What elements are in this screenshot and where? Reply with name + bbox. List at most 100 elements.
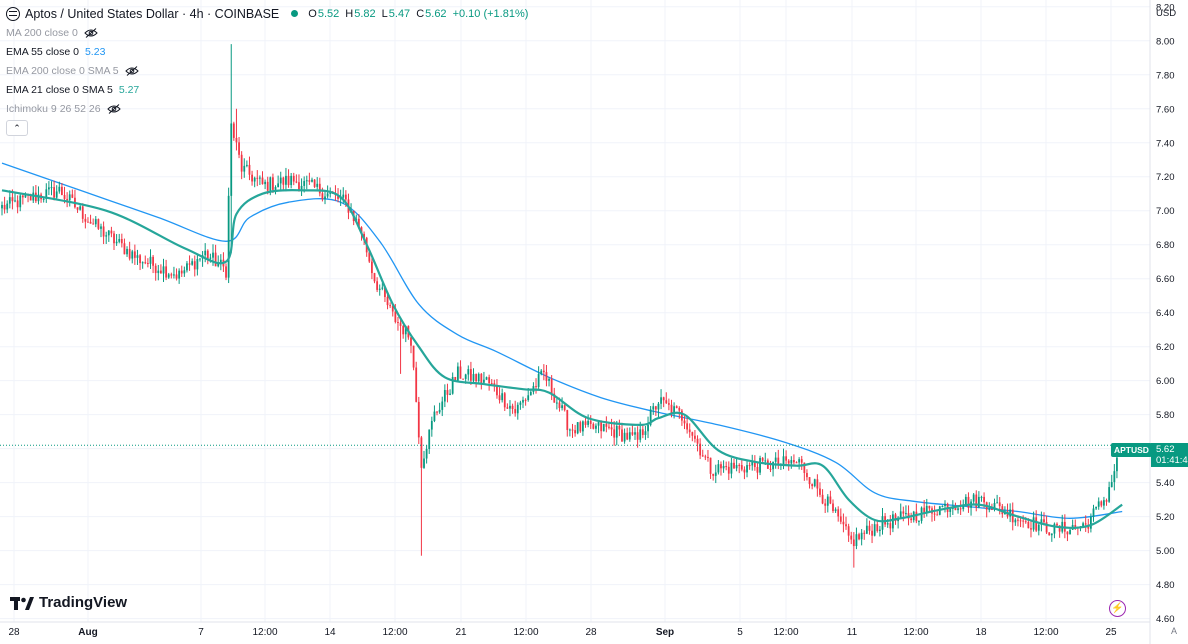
candle <box>131 249 134 264</box>
indicator-ema21[interactable]: EMA 21 close 0 SMA 5 5.27 <box>6 80 534 99</box>
lightning-icon[interactable]: ⚡ <box>1109 600 1126 617</box>
time-tick-label: 12:00 <box>1033 627 1058 638</box>
time-tick-label: 12:00 <box>382 627 407 638</box>
candle <box>592 422 595 430</box>
candle-body <box>714 472 717 476</box>
candle-body <box>600 422 603 432</box>
candle <box>16 195 19 214</box>
candle-body <box>68 194 71 201</box>
candle-body <box>871 530 873 536</box>
candle-body <box>667 403 670 405</box>
aptos-logo-icon <box>6 6 20 21</box>
indicator-value: 5.27 <box>118 83 140 96</box>
candle-body <box>378 288 381 290</box>
collapse-legend-button[interactable]: ⌃ <box>6 120 28 136</box>
candle-body <box>918 520 920 522</box>
tradingview-logo[interactable]: TradingView <box>10 594 127 611</box>
eye-off-icon[interactable] <box>106 103 121 114</box>
candle <box>1100 500 1103 508</box>
candle-body <box>467 369 470 375</box>
candle <box>423 450 425 469</box>
candle <box>532 382 535 395</box>
auto-scale-button[interactable]: A <box>1171 626 1178 636</box>
candle <box>704 454 707 461</box>
candle <box>324 190 326 205</box>
logo-text: TradingView <box>39 594 128 611</box>
currency-label[interactable]: USD <box>1156 8 1177 19</box>
indicator-ma200[interactable]: MA 200 close 0 <box>6 23 534 42</box>
candle-body <box>1066 531 1069 535</box>
candle-body <box>928 505 931 509</box>
candle <box>816 474 819 497</box>
candle <box>725 461 728 471</box>
candle-body <box>264 181 267 185</box>
candle-body <box>821 494 824 504</box>
symbol-title[interactable]: Aptos / United States Dollar · 4h · COIN… <box>25 6 280 21</box>
candle-body <box>428 429 431 449</box>
candle <box>555 397 558 410</box>
candle-body <box>45 189 48 199</box>
candle-body <box>592 423 595 429</box>
candle <box>1014 518 1017 526</box>
candle <box>1082 521 1084 527</box>
candle-body <box>1032 517 1035 530</box>
candle-body <box>868 525 871 531</box>
candle-body <box>516 404 519 414</box>
candle-body <box>858 534 860 540</box>
candle-body <box>225 266 227 278</box>
candle <box>170 272 173 279</box>
candle <box>61 183 63 196</box>
candle-body <box>608 426 610 428</box>
candle <box>615 420 618 446</box>
candle-body <box>464 374 467 379</box>
candle-body <box>772 461 774 470</box>
candle-body <box>196 259 199 270</box>
candle-body <box>1100 501 1103 506</box>
candle <box>110 226 113 238</box>
candle-body <box>628 432 631 440</box>
candle <box>1103 496 1105 510</box>
candle-body <box>272 177 274 190</box>
symbol-row[interactable]: Aptos / United States Dollar · 4h · COIN… <box>6 4 534 23</box>
candle-body <box>1048 532 1051 536</box>
candle-body <box>681 410 683 421</box>
candle-body <box>709 457 712 474</box>
candle-body <box>173 274 175 276</box>
candle-body <box>717 464 720 473</box>
candle <box>496 379 498 399</box>
candle-body <box>967 496 970 508</box>
candle-body <box>665 400 668 404</box>
candle <box>245 160 248 168</box>
candle-body <box>647 424 649 432</box>
candle <box>641 425 644 439</box>
candle <box>295 174 298 184</box>
candle <box>157 264 160 281</box>
candle <box>165 259 168 281</box>
candle <box>519 400 522 410</box>
eye-off-icon[interactable] <box>84 27 98 38</box>
candle <box>915 503 918 524</box>
candle-body <box>660 397 662 404</box>
time-axis[interactable]: 28 Aug 7 12:00 14 12:00 21 12:00 28 Sep 5 12:00 11 12… <box>8 627 1117 638</box>
candle-body <box>631 432 634 435</box>
last-price-symbol-tag: APTUSD <box>1111 443 1152 457</box>
candle <box>47 181 50 196</box>
eye-off-icon[interactable] <box>124 65 139 76</box>
candle-body <box>826 496 829 506</box>
ohlc-high: H5.82 <box>345 7 376 20</box>
indicator-ema55[interactable]: EMA 55 close 0 5.23 <box>6 42 534 61</box>
candle <box>8 190 11 209</box>
candle <box>681 408 683 426</box>
candle-body <box>774 457 777 462</box>
candle-body <box>180 270 183 274</box>
candle-body <box>847 526 850 536</box>
candle <box>105 231 108 244</box>
ema21-path <box>1 188 1123 529</box>
candle <box>378 284 381 296</box>
indicator-ema200[interactable]: EMA 200 close 0 SMA 5 <box>6 61 534 80</box>
price-axis[interactable]: 4.604.805.005.205.405.605.806.006.206.40… <box>1156 2 1175 625</box>
candle-body <box>84 218 87 222</box>
indicator-ichimoku[interactable]: Ichimoku 9 26 52 26 <box>6 99 534 118</box>
candle <box>545 364 548 387</box>
